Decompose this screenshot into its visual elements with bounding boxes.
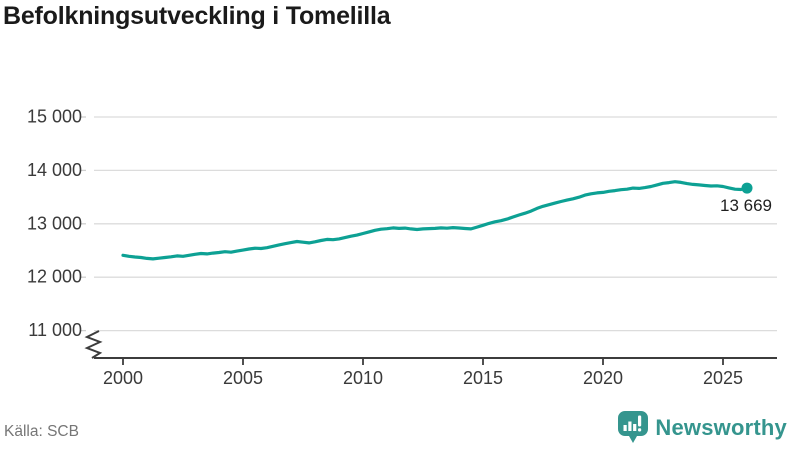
newsworthy-logo-text: Newsworthy <box>655 415 787 440</box>
y-axis-labels: 15 000 14 000 13 000 12 000 11 000 <box>27 107 82 341</box>
y-axis-tick-label: 15 000 <box>27 107 82 127</box>
x-axis-labels: 2000 2005 2010 2015 2020 2025 <box>103 368 743 388</box>
gridlines <box>94 116 777 332</box>
x-axis-tick-label: 2010 <box>343 368 383 388</box>
x-axis-tick-label: 2020 <box>583 368 623 388</box>
x-axis-tick-label: 2000 <box>103 368 143 388</box>
source-note: Källa: SCB <box>4 423 79 440</box>
y-axis-tick-label: 12 000 <box>27 267 82 287</box>
newsworthy-speech-bubble-bars-icon <box>618 411 649 443</box>
y-axis-tick-stubs <box>80 116 86 332</box>
y-axis-tick-label: 13 000 <box>27 213 82 233</box>
x-axis-tick-label: 2005 <box>223 368 263 388</box>
page-title: Befolkningsutveckling i Tomelilla <box>3 2 391 30</box>
newsworthy-logo[interactable]: Newsworthy <box>618 411 787 445</box>
x-axis-ticks <box>122 358 724 365</box>
latest-value-label: 13 669 <box>720 196 772 215</box>
axis-break-zigzag-icon <box>84 330 103 359</box>
series-end-dot <box>741 182 753 194</box>
x-axis-tick-label: 2025 <box>703 368 743 388</box>
x-axis-tick-label: 2015 <box>463 368 503 388</box>
y-axis-tick-label: 11 000 <box>28 320 82 340</box>
population-series-line <box>121 180 749 261</box>
y-axis-tick-label: 14 000 <box>27 160 82 180</box>
